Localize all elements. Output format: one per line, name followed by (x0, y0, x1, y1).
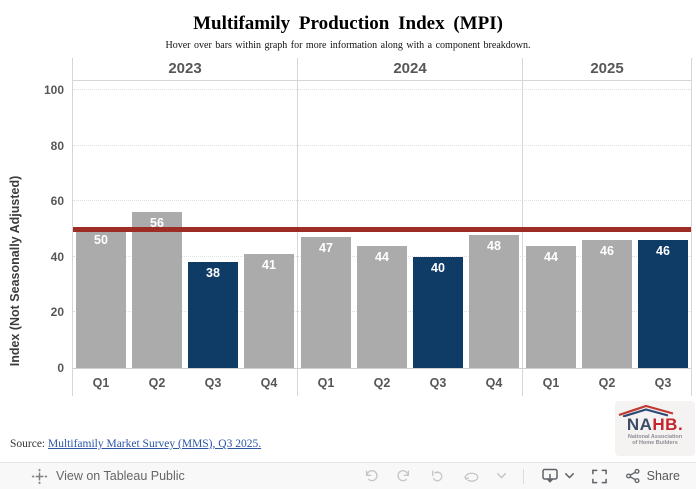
bar-2024-Q2[interactable]: 44 (357, 245, 407, 368)
view-on-tableau-public-link[interactable]: View on Tableau Public (0, 468, 185, 485)
year-panel: 2023 50 56 38 41 Q1 Q2 Q3 Q4 (73, 58, 298, 396)
bar-2025-Q3[interactable]: 46 (638, 240, 688, 368)
source-note: Source: Multifamily Market Survey (MMS),… (10, 438, 261, 450)
year-panel: 2024 47 44 40 48 Q1 Q2 Q3 Q4 (298, 58, 523, 396)
x-tick-label: Q1 (542, 375, 560, 390)
bar-value-label: 40 (431, 260, 445, 275)
toolbar-actions: Share (363, 467, 696, 485)
y-tick-label: 60 (50, 194, 64, 209)
year-label: 2025 (523, 58, 691, 81)
x-tick-label: Q4 (485, 375, 503, 390)
bar-2023-Q1[interactable]: 50 (76, 229, 126, 368)
bar-value-label: 44 (375, 249, 389, 264)
nahb-subtext: National Association of Home Builders (627, 434, 683, 446)
pause-caret-icon[interactable] (496, 473, 506, 479)
source-label: Source: (10, 438, 46, 450)
source-link[interactable]: Multifamily Market Survey (MMS), Q3 2025… (48, 438, 262, 450)
bar-2024-Q4[interactable]: 48 (469, 234, 519, 368)
bars-cell: 44 46 46 (523, 81, 691, 369)
nahb-logo: NAHB. National Association of Home Build… (615, 401, 695, 456)
y-tick-label: 20 (50, 305, 64, 320)
y-tick-label: 40 (50, 249, 64, 264)
tableau-toolbar: View on Tableau Public (0, 462, 696, 489)
plot-area: 2023 50 56 38 41 Q1 Q2 Q3 Q4 2024 47 44 40 48 Q1 Q2 Q3 Q4… (72, 58, 692, 396)
download-caret-icon (564, 473, 574, 479)
nahb-roof-icon (618, 404, 674, 417)
x-tick-label: Q2 (373, 375, 391, 390)
bar-2025-Q2[interactable]: 46 (582, 240, 632, 368)
x-tick-label: Q1 (317, 375, 335, 390)
redo-icon[interactable] (396, 468, 412, 484)
quarter-labels: Q1 Q2 Q3 (523, 369, 691, 396)
bars-cell: 47 44 40 48 (298, 81, 522, 369)
bar-2024-Q3[interactable]: 40 (413, 256, 463, 368)
bar-value-label: 48 (487, 238, 501, 253)
y-axis-ticks: 0 20 40 60 80 100 (34, 81, 64, 375)
bar-value-label: 46 (656, 244, 670, 259)
x-tick-label: Q3 (429, 375, 447, 390)
x-tick-label: Q4 (260, 375, 278, 390)
bar-value-label: 44 (544, 249, 558, 264)
x-tick-label: Q3 (654, 375, 672, 390)
bar-2025-Q1[interactable]: 44 (526, 245, 576, 368)
bar-2024-Q1[interactable]: 47 (301, 237, 351, 368)
year-panel: 2025 44 46 46 Q1 Q2 Q3 (523, 58, 691, 396)
gridline (73, 200, 691, 202)
tableau-logo-icon (31, 468, 48, 484)
y-axis-title: Index (Not Seasonally Adjusted) (8, 175, 22, 367)
undo-icon[interactable] (363, 468, 379, 484)
bar-2023-Q3[interactable]: 38 (188, 262, 238, 368)
x-tick-label: Q2 (148, 375, 166, 390)
bar-2023-Q4[interactable]: 41 (244, 254, 294, 368)
fullscreen-icon[interactable] (591, 468, 608, 485)
y-tick-label: 100 (43, 83, 64, 97)
year-label: 2024 (298, 58, 522, 81)
x-tick-label: Q1 (92, 375, 110, 390)
chart-area: Index (Not Seasonally Adjusted) 0 20 40 60 8… (0, 58, 696, 398)
bar-value-label: 47 (319, 241, 333, 256)
bar-value-label: 50 (94, 233, 108, 247)
chart-title: Multifamily Production Index (MPI) (193, 13, 503, 34)
y-tick-label: 80 (50, 138, 64, 153)
bar-value-label: 38 (206, 266, 220, 281)
share-icon (625, 468, 640, 484)
bar-value-label: 56 (150, 216, 164, 231)
bars-cell: 50 56 38 41 (73, 81, 297, 369)
refresh-icon[interactable] (462, 469, 480, 483)
download-icon[interactable] (541, 467, 574, 485)
y-tick-label: 0 (57, 361, 64, 375)
nahb-wordmark: NAHB. (626, 415, 684, 434)
x-tick-label: Q2 (598, 375, 616, 390)
toolbar-separator (522, 468, 524, 484)
year-label: 2023 (73, 58, 297, 81)
bar-2023-Q2[interactable]: 56 (132, 212, 182, 368)
x-tick-label: Q3 (204, 375, 222, 390)
year-panels: 2023 50 56 38 41 Q1 Q2 Q3 Q4 2024 47 44 40 48 Q1 Q2 Q3 Q4… (73, 58, 691, 396)
bar-value-label: 41 (262, 258, 276, 273)
gridline (73, 89, 691, 90)
bar-value-label: 46 (600, 244, 614, 259)
chart-subtitle: Hover over bars within graph for more in… (165, 40, 531, 51)
share-button[interactable]: Share (625, 468, 680, 484)
quarter-labels: Q1 Q2 Q3 Q4 (298, 369, 522, 396)
revert-icon[interactable] (429, 468, 445, 484)
gridline (73, 144, 691, 146)
quarter-labels: Q1 Q2 Q3 Q4 (73, 369, 297, 396)
